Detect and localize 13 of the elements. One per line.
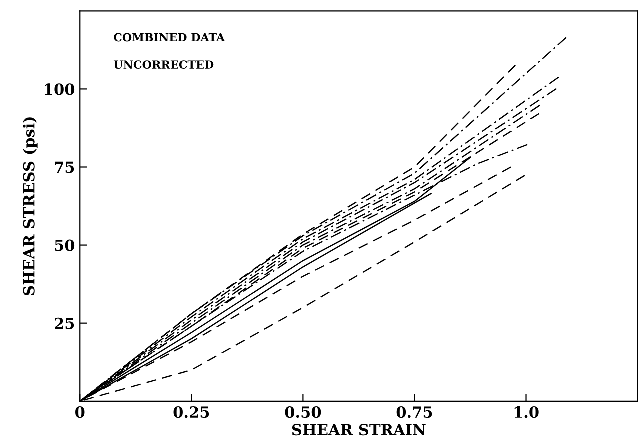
x-tick-label: 1.0 [514, 406, 539, 418]
x-axis-title: SHEAR STRAIN [292, 424, 426, 436]
x-tick-label: 0.50 [285, 406, 322, 418]
x-tick-label: 0.75 [396, 406, 432, 418]
y-tick-label: 50 [55, 240, 75, 252]
y-axis-title: SHEAR STRESS (psi) [23, 118, 38, 296]
annotation: COMBINED DATA [114, 33, 226, 42]
x-tick-label: 0 [76, 406, 85, 418]
y-tick-label: 75 [55, 162, 74, 174]
x-tick-label: 0.25 [174, 406, 210, 418]
y-tick-label: 100 [45, 84, 75, 96]
annotation: UNCORRECTED [114, 60, 214, 70]
y-tick-label: 25 [55, 318, 74, 330]
